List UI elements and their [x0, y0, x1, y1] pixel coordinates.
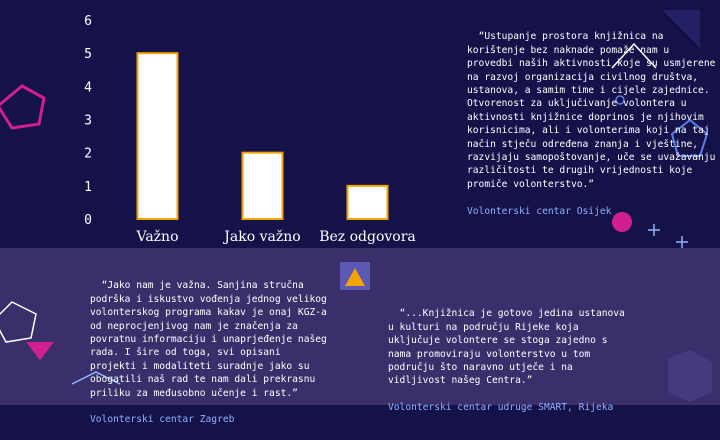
y-tick-label: 3 [84, 114, 92, 129]
circle-icon [612, 212, 632, 232]
triangle-icon [662, 10, 700, 48]
y-tick-label: 6 [84, 14, 92, 29]
quote-text: “...Knjižnica je gotovo jedina ustanova … [388, 308, 631, 387]
chevron-icon [611, 42, 657, 69]
bar-chart: 0 1 2 3 4 5 6 Važno Jako važno Bez odgovora [84, 14, 416, 245]
bar [136, 52, 179, 220]
decorations [0, 10, 712, 402]
quote-source: Volonterski centar Osijek [467, 205, 612, 217]
x-tick-label: Važno [136, 229, 179, 245]
triangle-icon [26, 342, 54, 360]
quote-text: “Jako nam je važna. Sanjina stručna podr… [90, 280, 333, 399]
y-tick-label: 2 [84, 147, 92, 162]
y-tick-label: 5 [84, 47, 92, 62]
bar [241, 151, 284, 221]
bar [346, 184, 389, 220]
triangle-icon [345, 268, 365, 286]
circle-icon [615, 95, 625, 105]
pentagon-icon [670, 118, 709, 157]
quote-rijeka: “...Knjižnica je gotovo jedina ustanova … [388, 294, 628, 428]
x-tick-label: Bez odgovora [319, 229, 416, 245]
quote-source: Volonterski centar Zagreb [90, 414, 235, 426]
chevron-icon [71, 371, 121, 385]
pentagon-icon [0, 84, 46, 130]
hexagon-icon [668, 350, 712, 402]
pentagon-icon [0, 301, 37, 343]
plus-icon [648, 224, 688, 248]
x-tick-label: Jako važno [222, 229, 300, 245]
y-tick-label: 0 [84, 213, 92, 228]
quote-text: “Ustupanje prostora knjižnica na korište… [467, 31, 716, 190]
y-tick-label: 4 [84, 80, 92, 95]
quote-osijek: “Ustupanje prostora knjižnica na korište… [467, 17, 717, 232]
quote-source: Volonterski centar udruge SMART, Rijeka [388, 402, 614, 414]
y-tick-label: 1 [84, 180, 92, 195]
quote-zagreb: “Jako nam je važna. Sanjina stručna podr… [90, 266, 330, 440]
